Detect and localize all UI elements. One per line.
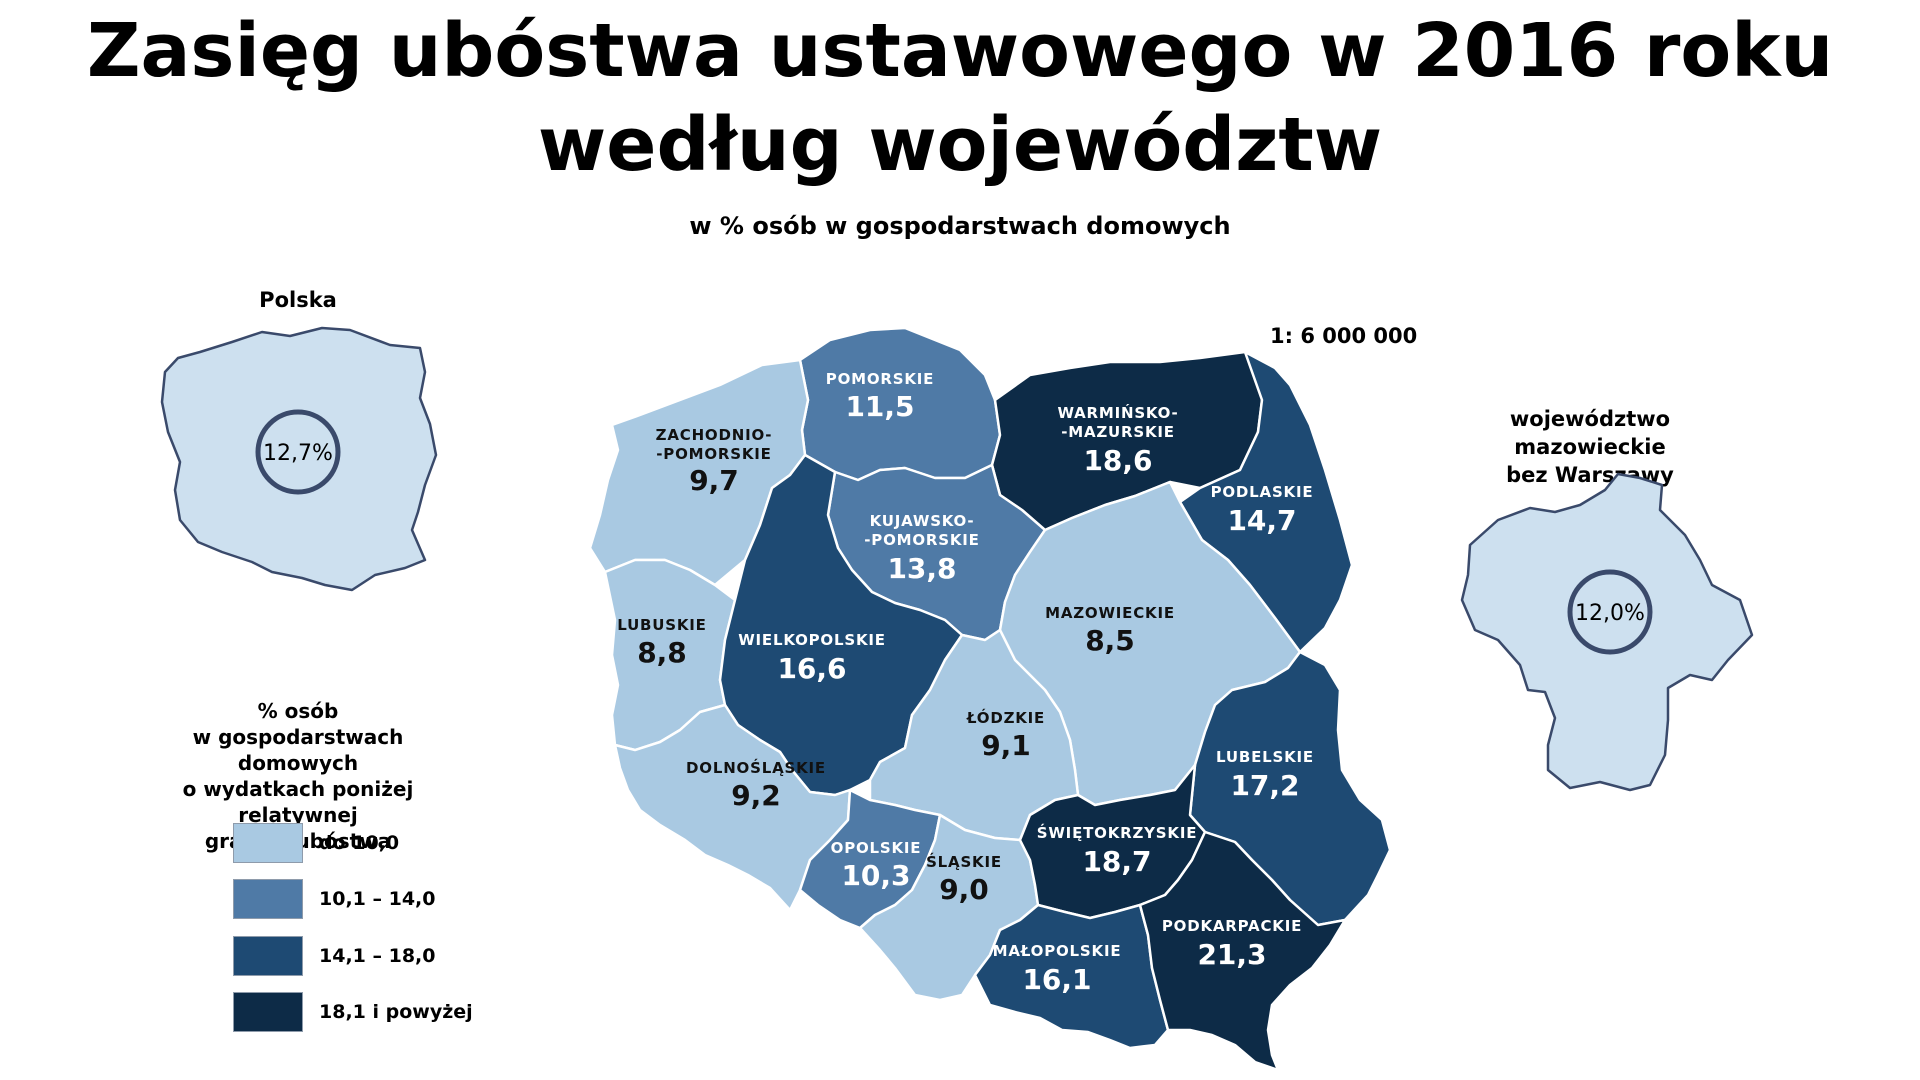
subtitle: w % osób w gospodarstwach domowych (689, 212, 1231, 240)
mazowieckie-inset-value: 12,0% (1575, 601, 1645, 626)
label-opolskie: OPOLSKIE (831, 839, 922, 857)
label-mazowieckie: MAZOWIECKIE (1045, 604, 1175, 622)
legend-swatch (233, 992, 303, 1032)
label-podkarpackie: PODKARPACKIE (1162, 917, 1302, 935)
value-pomorskie: 11,5 (845, 390, 914, 423)
title-line-2: według województw (537, 102, 1383, 188)
value-swietokrzyskie: 18,7 (1082, 845, 1151, 878)
label-warminsko-mazurskie-2: -MAZURSKIE (1061, 423, 1175, 441)
label-wielkopolskie: WIELKOPOLSKIE (738, 631, 886, 649)
legend-title-line-2: w gospodarstwach domowych (192, 725, 404, 775)
poland-inset-label: Polska (259, 288, 337, 312)
legend-label: 18,1 i powyżej (319, 1001, 473, 1023)
mazowieckie-inset-label-line-1: województwo mazowieckie (1509, 407, 1671, 459)
value-slaskie: 9,0 (939, 873, 989, 906)
legend-swatch (233, 936, 303, 976)
mazowieckie-inset-ring (1567, 569, 1653, 655)
value-dolnoslaskie: 9,2 (731, 779, 781, 812)
label-pomorskie: POMORSKIE (826, 370, 934, 388)
value-podkarpackie: 21,3 (1197, 938, 1266, 971)
legend-swatch (233, 879, 303, 919)
value-warminsko-mazurskie: 18,6 (1083, 444, 1152, 477)
legend-label: do 10,0 (319, 832, 400, 854)
value-wielkopolskie: 16,6 (777, 652, 846, 685)
region-podkarpackie[interactable] (1138, 830, 1347, 1072)
mazowieckie-inset-outline (1460, 472, 1754, 792)
value-lodzkie: 9,1 (981, 729, 1031, 762)
poland-inset-map: 12,7% (160, 326, 438, 592)
label-lubelskie: LUBELSKIE (1216, 748, 1314, 766)
mazowieckie-inset-map: 12,0% (1460, 472, 1754, 792)
page-title: Zasięg ubóstwa ustawowego w 2016 roku we… (0, 4, 1920, 192)
label-zachodniopomorskie-1: ZACHODNIO- (656, 426, 773, 444)
label-dolnoslaskie: DOLNOŚLĄSKIE (686, 758, 826, 777)
map-scale: 1: 6 000 000 (1270, 324, 1418, 348)
label-podlaskie: PODLASKIE (1211, 483, 1314, 501)
region-malopolskie[interactable] (973, 903, 1170, 1050)
voivodeship-map (588, 326, 1392, 1072)
value-lubuskie: 8,8 (637, 636, 687, 669)
legend-label: 14,1 – 18,0 (319, 945, 436, 967)
legend-title-line-3: o wydatkach poniżej relatywnej (182, 777, 414, 827)
label-lodzkie: ŁÓDZKIE (966, 708, 1045, 727)
poland-inset-ring (255, 409, 341, 495)
label-kujawsko-pomorskie-2: -POMORSKIE (864, 531, 979, 549)
label-lubuskie: LUBUSKIE (617, 616, 706, 634)
legend-swatch (233, 823, 303, 863)
label-warminsko-mazurskie-1: WARMIŃSKO- (1057, 403, 1178, 422)
label-swietokrzyskie: ŚWIĘTOKRZYSKIE (1037, 823, 1198, 842)
poland-inset-value: 12,7% (263, 441, 333, 466)
poland-inset-outline (160, 326, 438, 592)
value-kujawsko-pomorskie: 13,8 (887, 552, 956, 585)
title-line-1: Zasięg ubóstwa ustawowego w 2016 roku (86, 8, 1834, 94)
label-kujawsko-pomorskie-1: KUJAWSKO- (870, 512, 975, 530)
value-mazowieckie: 8,5 (1085, 624, 1135, 657)
value-malopolskie: 16,1 (1022, 963, 1091, 996)
label-zachodniopomorskie-2: -POMORSKIE (656, 445, 771, 463)
value-podlaskie: 14,7 (1227, 504, 1296, 537)
label-malopolskie: MAŁOPOLSKIE (993, 942, 1122, 960)
legend-label: 10,1 – 14,0 (319, 888, 436, 910)
mazowieckie-inset-label: województwo mazowieckie bez Warszawy (1440, 405, 1740, 489)
label-slaskie: ŚLĄSKIE (926, 852, 1002, 871)
legend-title-line-1: % osób (257, 699, 339, 723)
value-lubelskie: 17,2 (1230, 769, 1299, 802)
value-zachodniopomorskie: 9,7 (689, 464, 739, 497)
value-opolskie: 10,3 (841, 859, 910, 892)
region-labels: POMORSKIE 11,5 ZACHODNIO- -POMORSKIE 9,7… (617, 370, 1314, 996)
